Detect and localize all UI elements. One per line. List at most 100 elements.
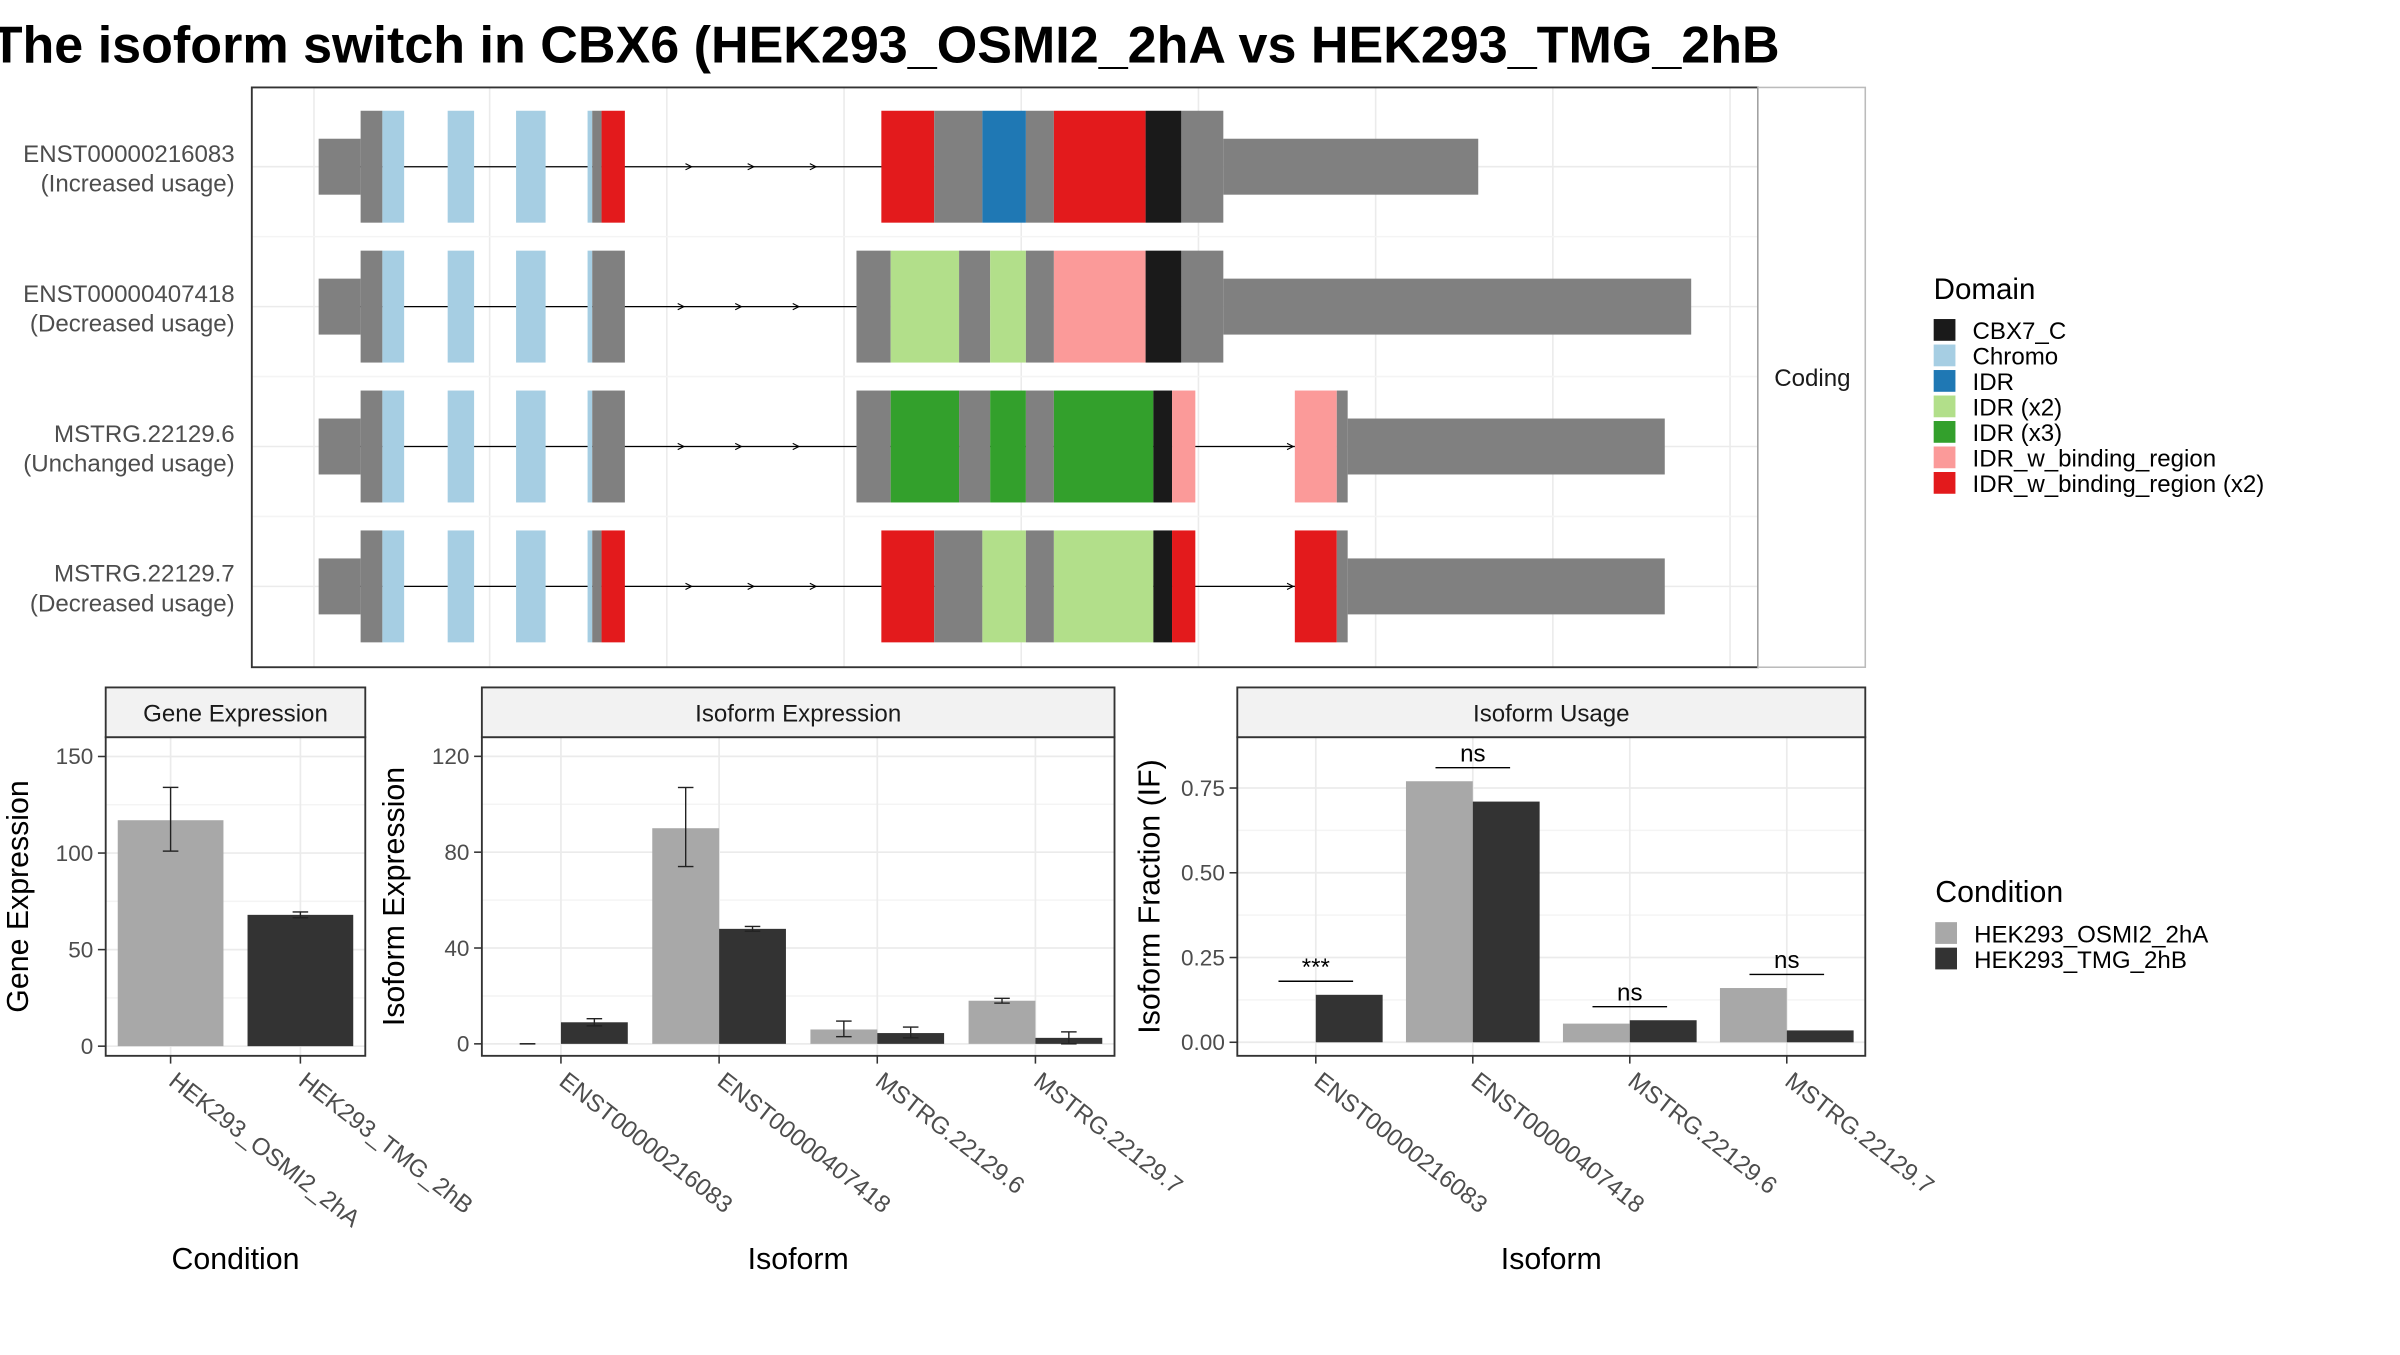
domain-legend-label: IDR — [1973, 369, 2014, 396]
exon-block — [1348, 558, 1665, 614]
domain-legend-label: CBX7_C — [1973, 318, 2067, 345]
x-tick-label: ENST00000407418 — [1466, 1067, 1649, 1219]
y-tick-label: 0.00 — [1181, 1030, 1225, 1055]
x-tick-label: MSTRG.22129.6 — [870, 1067, 1029, 1200]
y-axis-title: Gene Expression — [2, 780, 35, 1012]
exon-block — [1153, 391, 1172, 503]
exon-block — [588, 251, 593, 363]
exon-block — [1337, 530, 1348, 642]
domain-legend-swatch — [1934, 396, 1956, 418]
exon-block — [1223, 139, 1478, 195]
exon-block — [588, 111, 593, 223]
domain-legend-swatch — [1934, 472, 1956, 494]
transcript-panel: ENST00000216083(Increased usage)ENST0000… — [23, 87, 1865, 667]
exon-block — [382, 251, 404, 363]
exon-block — [592, 111, 601, 223]
exon-block — [891, 391, 959, 503]
x-axis-title: Condition — [171, 1243, 299, 1276]
bar — [248, 915, 354, 1046]
y-tick-label: 0 — [457, 1032, 470, 1057]
x-tick-label: MSTRG.22129.7 — [1780, 1067, 1939, 1200]
y-tick-label: 120 — [432, 744, 470, 769]
condition-legend-title: Condition — [1935, 876, 2063, 909]
exon-block — [1181, 251, 1223, 363]
x-axis-title: Isoform — [1501, 1243, 1602, 1276]
exon-block — [1295, 391, 1337, 503]
exon-block — [1026, 251, 1054, 363]
exon-block — [1337, 391, 1348, 503]
bar — [1563, 1024, 1630, 1043]
x-tick-label: MSTRG.22129.7 — [1029, 1067, 1188, 1200]
exon-block — [448, 111, 474, 223]
exon-block — [934, 530, 982, 642]
condition-legend-swatch — [1935, 948, 1957, 970]
exon-block — [1146, 251, 1182, 363]
transcript-label-id: MSTRG.22129.6 — [54, 421, 235, 448]
exon-block — [319, 139, 361, 195]
exon-block — [382, 111, 404, 223]
exon-block — [1026, 391, 1054, 503]
exon-block — [516, 391, 546, 503]
exon-block — [602, 530, 625, 642]
exon-block — [516, 530, 546, 642]
exon-block — [1348, 419, 1665, 475]
bar — [1406, 781, 1473, 1042]
exon-block — [448, 391, 474, 503]
transcript-label-id: ENST00000216083 — [23, 141, 235, 168]
exon-block — [592, 391, 625, 503]
figure-title: The isoform switch in CBX6 (HEK293_OSMI2… — [0, 17, 1780, 75]
exon-block — [982, 111, 1026, 223]
exon-block — [881, 111, 934, 223]
y-tick-label: 0 — [81, 1034, 94, 1059]
exon-block — [319, 279, 361, 335]
bar — [1630, 1020, 1697, 1042]
exon-block — [891, 251, 959, 363]
bar — [1473, 802, 1540, 1043]
exon-block — [319, 419, 361, 475]
domain-legend-swatch — [1934, 370, 1956, 392]
y-tick-label: 0.25 — [1181, 945, 1225, 970]
exon-block — [1223, 279, 1691, 335]
domain-legend-swatch — [1934, 319, 1956, 341]
exon-block — [1146, 111, 1182, 223]
exon-block — [1054, 530, 1153, 642]
exon-block — [361, 391, 383, 503]
transcript-label-id: ENST00000407418 — [23, 281, 235, 308]
y-axis-title: Isoform Expression — [378, 767, 411, 1026]
exon-block — [1054, 251, 1146, 363]
exon-block — [588, 391, 593, 503]
exon-block — [1026, 111, 1054, 223]
x-tick-label: ENST00000216083 — [1309, 1067, 1492, 1219]
condition-legend-swatch — [1935, 922, 1957, 944]
exon-block — [1181, 111, 1223, 223]
exon-block — [856, 391, 890, 503]
panel-title: Isoform Usage — [1473, 701, 1630, 728]
condition-legend-label: HEK293_OSMI2_2hA — [1974, 921, 2209, 948]
facet-label-coding: Coding — [1774, 365, 1850, 392]
y-tick-label: 0.75 — [1181, 776, 1225, 801]
y-tick-label: 40 — [444, 936, 469, 961]
exon-block — [959, 391, 990, 503]
y-tick-label: 100 — [56, 841, 94, 866]
bar — [1720, 988, 1787, 1042]
exon-block — [1172, 530, 1195, 642]
exon-block — [1026, 530, 1054, 642]
exon-block — [982, 530, 1026, 642]
domain-legend-swatch — [1934, 447, 1956, 469]
significance-label: ns — [1617, 979, 1642, 1006]
domain-legend-label: IDR (x3) — [1973, 420, 2063, 447]
domain-legend-label: Chromo — [1973, 344, 2059, 371]
exon-block — [602, 111, 625, 223]
exon-block — [1172, 391, 1195, 503]
exon-block — [516, 251, 546, 363]
y-tick-label: 50 — [68, 937, 93, 962]
exon-block — [448, 530, 474, 642]
panel-title: Isoform Expression — [695, 701, 901, 728]
exon-block — [1054, 111, 1146, 223]
exon-block — [990, 251, 1026, 363]
x-tick-label: MSTRG.22129.6 — [1623, 1067, 1782, 1200]
exon-block — [361, 111, 383, 223]
